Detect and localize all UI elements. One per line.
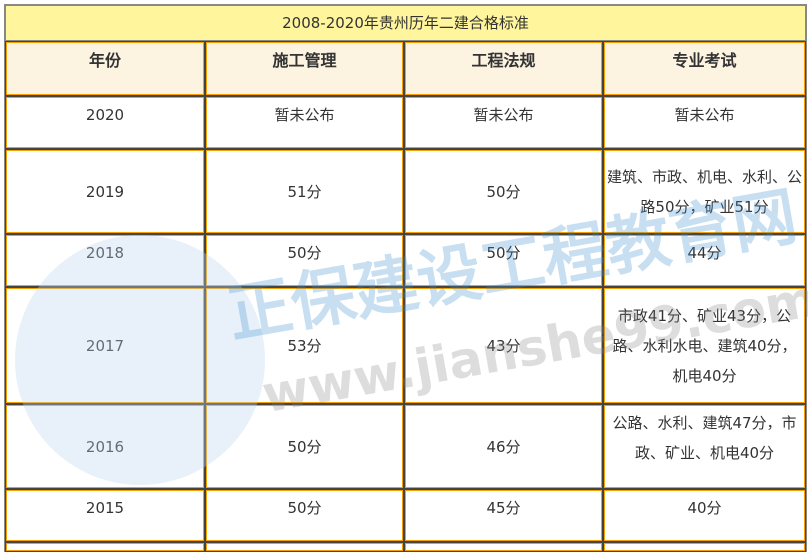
cell-professional: 市政41分、矿业43分，公路、水利水电、建筑40分，机电40分 xyxy=(603,287,807,404)
cell-year: 2015 xyxy=(5,489,205,542)
table-row: 2020 暂未公布 暂未公布 暂未公布 xyxy=(5,96,807,149)
table-row: 2018 50分 50分 44分 xyxy=(5,234,807,287)
cell-year: 2016 xyxy=(5,404,205,489)
cell-year: 2017 xyxy=(5,287,205,404)
pass-score-table: 2008-2020年贵州历年二建合格标准 年份 施工管理 工程法规 专业考试 2… xyxy=(5,5,807,552)
cell-empty xyxy=(205,542,404,552)
cell-management: 50分 xyxy=(205,234,404,287)
cell-regulations: 50分 xyxy=(404,149,603,234)
table-title-row: 2008-2020年贵州历年二建合格标准 xyxy=(5,5,807,41)
cell-management: 暂未公布 xyxy=(205,96,404,149)
cell-management: 50分 xyxy=(205,404,404,489)
cell-management: 53分 xyxy=(205,287,404,404)
table-row: 2015 50分 45分 40分 xyxy=(5,489,807,542)
table-row: 2017 53分 43分 市政41分、矿业43分，公路、水利水电、建筑40分，机… xyxy=(5,287,807,404)
cell-professional: 暂未公布 xyxy=(603,96,807,149)
cell-regulations: 45分 xyxy=(404,489,603,542)
cell-professional: 44分 xyxy=(603,234,807,287)
cell-empty xyxy=(603,542,807,552)
cell-year: 2020 xyxy=(5,96,205,149)
header-year: 年份 xyxy=(5,41,205,96)
cell-regulations: 暂未公布 xyxy=(404,96,603,149)
header-construction-management: 施工管理 xyxy=(205,41,404,96)
cell-management: 50分 xyxy=(205,489,404,542)
cell-professional: 40分 xyxy=(603,489,807,542)
cell-year: 2019 xyxy=(5,149,205,234)
cell-professional: 建筑、市政、机电、水利、公路50分，矿业51分 xyxy=(603,149,807,234)
header-engineering-regulations: 工程法规 xyxy=(404,41,603,96)
table-title: 2008-2020年贵州历年二建合格标准 xyxy=(5,5,807,41)
cell-empty xyxy=(404,542,603,552)
table-row: 2016 50分 46分 公路、水利、建筑47分，市政、矿业、机电40分 xyxy=(5,404,807,489)
header-professional-exam: 专业考试 xyxy=(603,41,807,96)
cell-regulations: 46分 xyxy=(404,404,603,489)
cell-regulations: 50分 xyxy=(404,234,603,287)
table-row: 2019 51分 50分 建筑、市政、机电、水利、公路50分，矿业51分 xyxy=(5,149,807,234)
cell-professional: 公路、水利、建筑47分，市政、矿业、机电40分 xyxy=(603,404,807,489)
cell-regulations: 43分 xyxy=(404,287,603,404)
table-header-row: 年份 施工管理 工程法规 专业考试 xyxy=(5,41,807,96)
cell-empty xyxy=(5,542,205,552)
table-container: 2008-2020年贵州历年二建合格标准 年份 施工管理 工程法规 专业考试 2… xyxy=(4,4,807,552)
cell-management: 51分 xyxy=(205,149,404,234)
table-row-partial xyxy=(5,542,807,552)
cell-year: 2018 xyxy=(5,234,205,287)
